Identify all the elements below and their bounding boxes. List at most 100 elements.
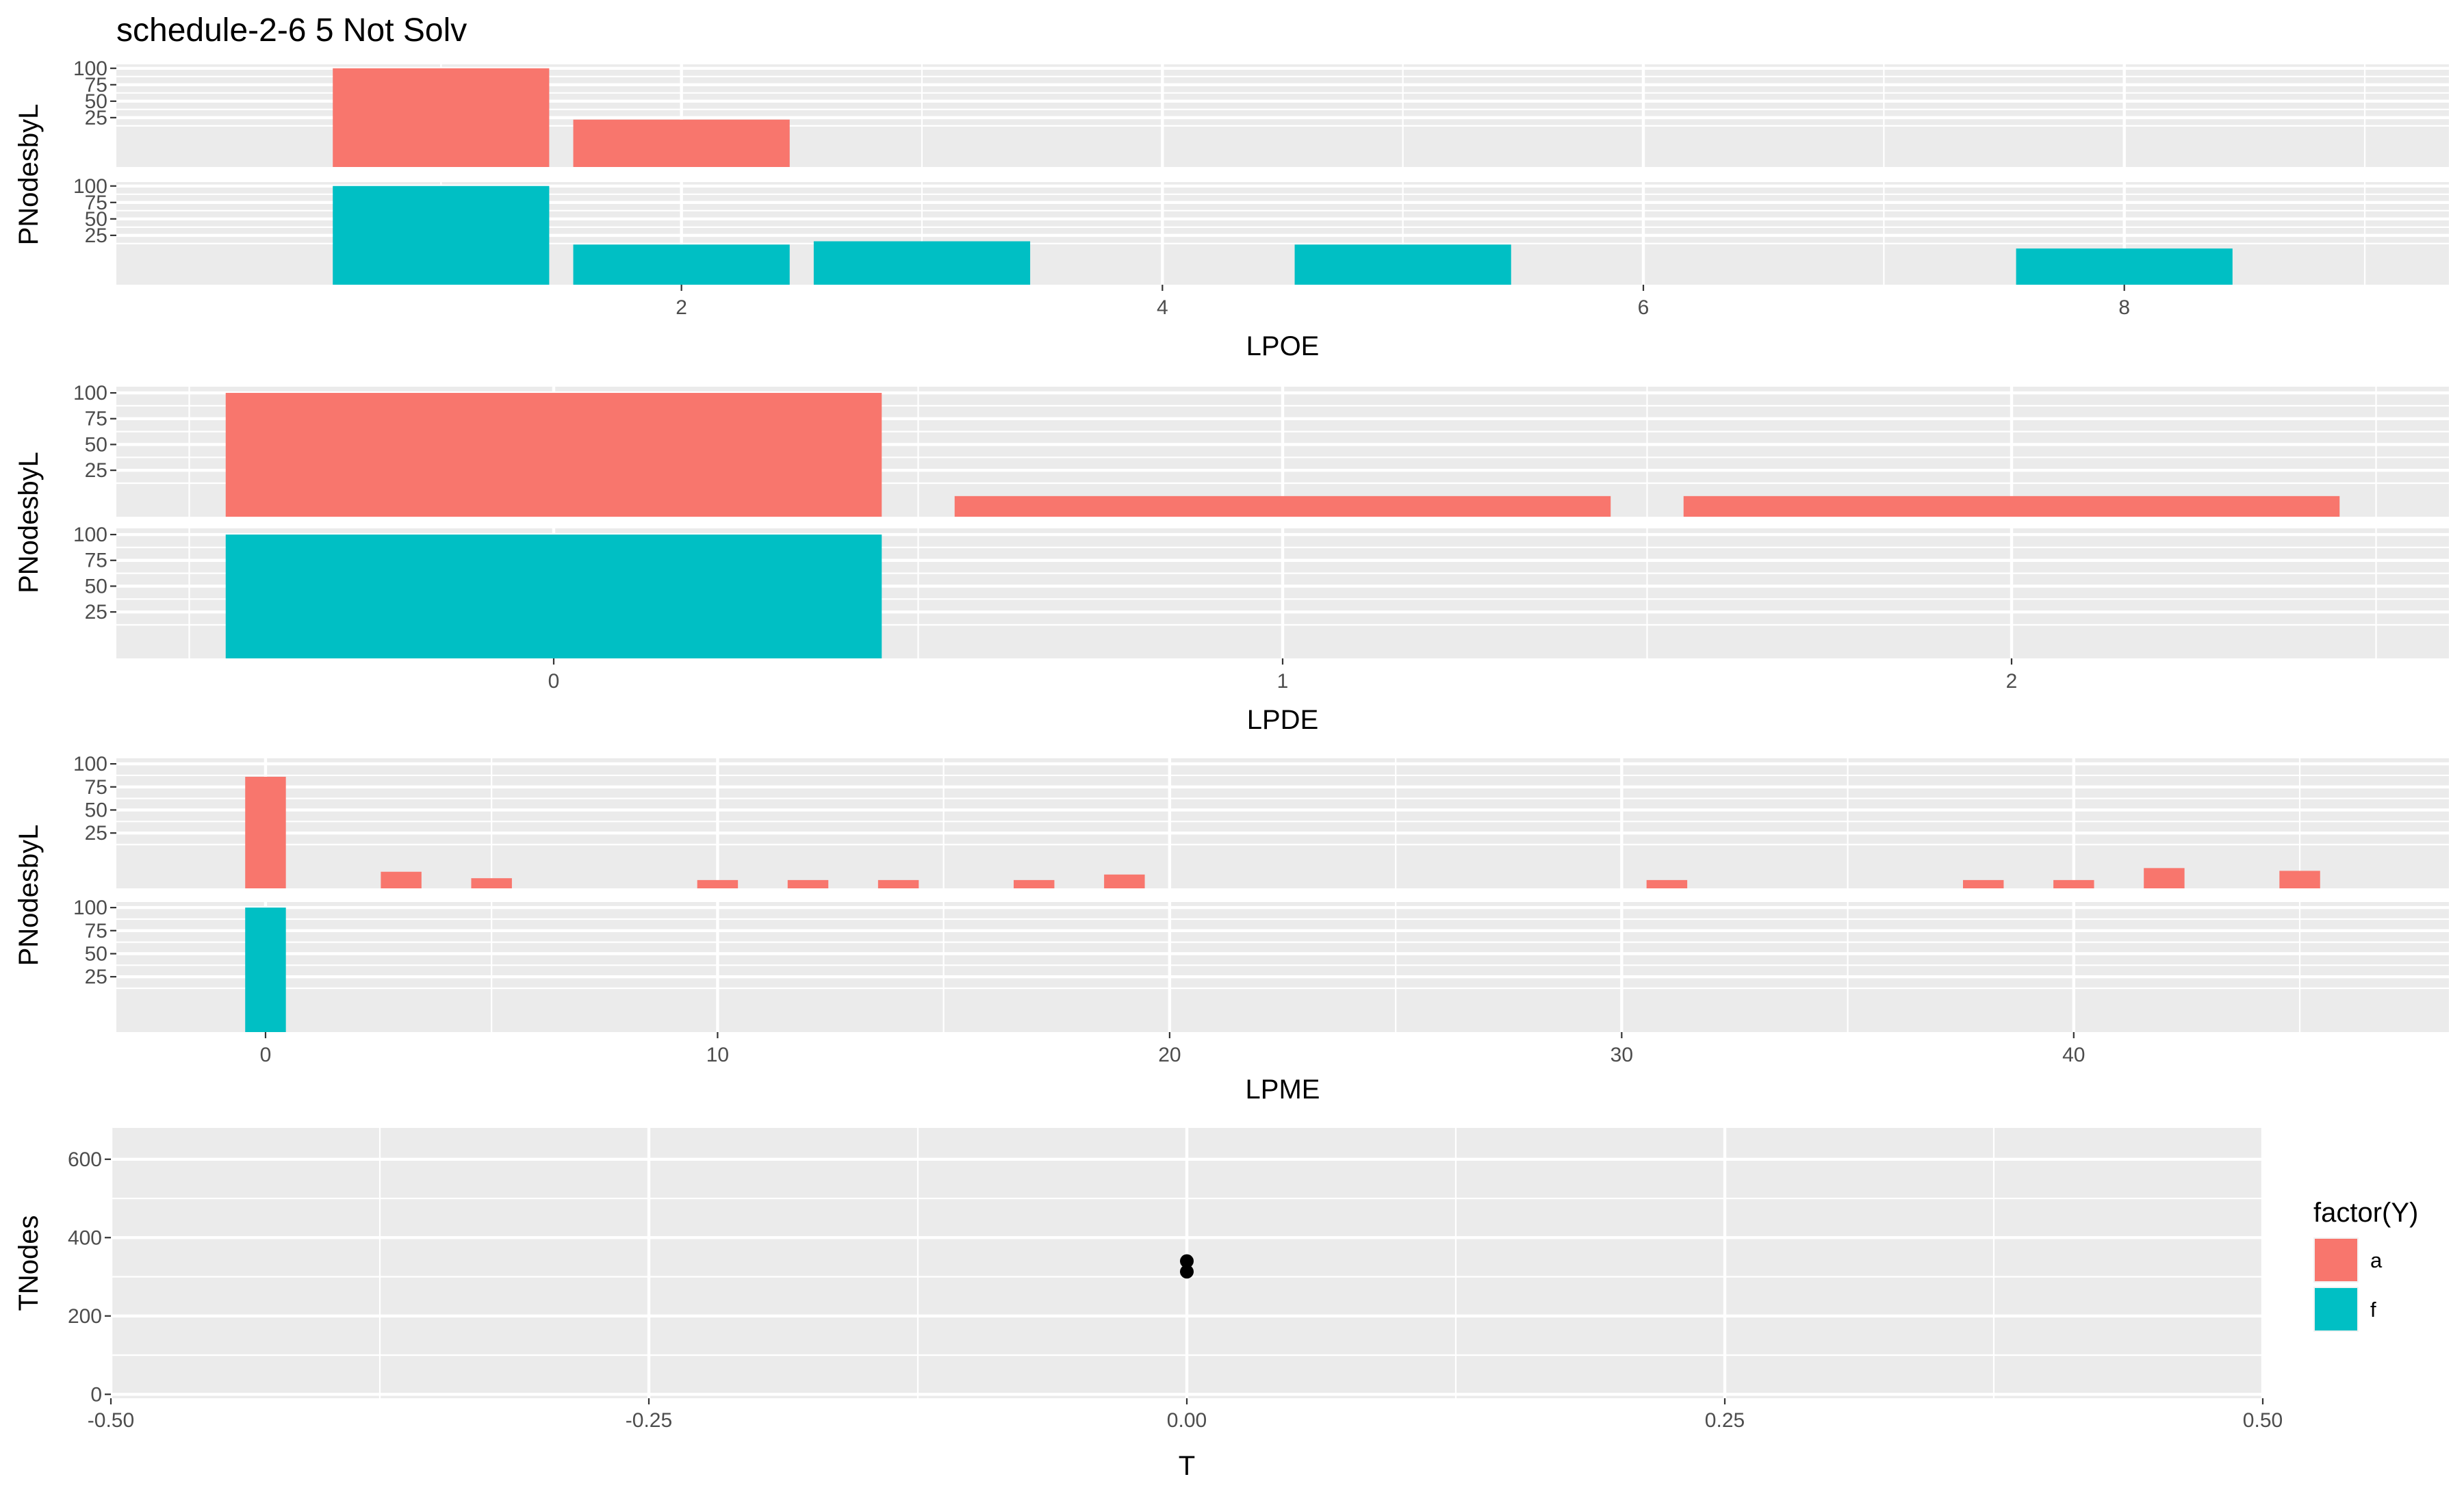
x-tick-label: 30 bbox=[1610, 1044, 1633, 1066]
bar-a bbox=[1104, 874, 1145, 888]
y-tick-label: 75 bbox=[85, 74, 107, 97]
bar-f bbox=[1294, 244, 1511, 285]
x-tick-label: 4 bbox=[1157, 296, 1168, 319]
bar-a bbox=[471, 878, 512, 888]
y-axis-title: TNodes bbox=[14, 1215, 44, 1311]
bar-a bbox=[1014, 879, 1055, 888]
y-tick-label: 100 bbox=[73, 897, 107, 919]
chart-title: schedule-2-6 5 Not Solv bbox=[116, 12, 467, 49]
bar-a bbox=[877, 879, 919, 888]
scatter-point bbox=[1180, 1265, 1194, 1279]
legend-swatch-a bbox=[2315, 1239, 2357, 1281]
legend-label-a: a bbox=[2370, 1248, 2383, 1272]
y-tick-label: 0 bbox=[90, 1383, 102, 1406]
y-tick-label: 50 bbox=[85, 90, 107, 113]
scatter-plot-t: 0 200 400 600 -0.50 -0.25 0.00 0.25 0.50 T TNodes bbox=[14, 1128, 2283, 1481]
x-tick-label: 0.50 bbox=[2243, 1409, 2283, 1432]
y-tick-label: 100 bbox=[73, 382, 107, 404]
x-tick-label: 1 bbox=[1277, 670, 1289, 693]
y-tick-label: 50 bbox=[85, 942, 107, 965]
y-tick-label: 100 bbox=[73, 753, 107, 775]
bar-f bbox=[2016, 248, 2233, 285]
bar-f bbox=[813, 241, 1031, 285]
y-tick-label: 25 bbox=[85, 601, 107, 623]
y-tick-label: 25 bbox=[85, 459, 107, 482]
legend-swatch-f bbox=[2315, 1288, 2357, 1330]
x-axis-title: T bbox=[1179, 1451, 1195, 1481]
y-axis-title: PNodesbyL bbox=[14, 825, 44, 966]
bar-a bbox=[573, 119, 790, 167]
y-tick-label: 100 bbox=[73, 57, 107, 80]
bar-f bbox=[245, 908, 286, 1032]
bar-a bbox=[2144, 868, 2185, 888]
bar-a bbox=[2279, 871, 2320, 888]
y-tick-label: 100 bbox=[73, 175, 107, 198]
bar-a bbox=[245, 776, 286, 888]
x-tick-label: 20 bbox=[1158, 1044, 1181, 1066]
bar-f bbox=[225, 535, 882, 658]
y-tick-label: 50 bbox=[85, 433, 107, 456]
y-tick-label: 75 bbox=[85, 920, 107, 942]
bar-a bbox=[2053, 879, 2094, 888]
panel-background bbox=[116, 758, 2449, 888]
x-tick-label: 0 bbox=[260, 1044, 272, 1066]
x-tick-label: 0 bbox=[548, 670, 560, 693]
x-tick-label: -0.50 bbox=[88, 1409, 134, 1432]
y-tick-label: 25 bbox=[85, 107, 107, 129]
y-tick-label: 75 bbox=[85, 192, 107, 214]
y-tick-label: 25 bbox=[85, 966, 107, 988]
x-axis-title: LPOE bbox=[1246, 331, 1320, 361]
y-axis-title: PNodesbyL bbox=[14, 104, 44, 246]
bar-f bbox=[333, 185, 550, 285]
bar-a bbox=[333, 68, 550, 168]
bar-a bbox=[697, 879, 739, 888]
x-tick-label: 6 bbox=[1638, 296, 1650, 319]
x-tick-label: 0.25 bbox=[1705, 1409, 1745, 1432]
legend: factor(Y) a f bbox=[2313, 1198, 2418, 1332]
y-tick-label: 75 bbox=[85, 550, 107, 572]
bar-plot-lpde: 25 50 75 100 25 50 75 100 0 1 2 LPDE PNodesbyL bbox=[14, 382, 2449, 735]
y-tick-label: 50 bbox=[85, 208, 107, 231]
x-axis-title: LPME bbox=[1246, 1075, 1320, 1105]
y-tick-label: 75 bbox=[85, 776, 107, 799]
bar-f bbox=[573, 244, 790, 285]
bar-a bbox=[1683, 496, 2340, 517]
x-tick-label: 10 bbox=[706, 1044, 729, 1066]
y-tick-label: 400 bbox=[68, 1226, 102, 1249]
y-tick-label: 50 bbox=[85, 799, 107, 821]
bar-a bbox=[225, 393, 882, 517]
y-tick-label: 75 bbox=[85, 408, 107, 430]
legend-label-f: f bbox=[2370, 1298, 2376, 1322]
y-tick-label: 25 bbox=[85, 822, 107, 845]
x-tick-label: 2 bbox=[2006, 670, 2018, 693]
bar-a bbox=[954, 496, 1611, 517]
x-axis-title: LPDE bbox=[1247, 705, 1319, 735]
y-tick-label: 50 bbox=[85, 575, 107, 597]
y-tick-label: 25 bbox=[85, 224, 107, 247]
x-tick-label: 8 bbox=[2118, 296, 2130, 319]
facet-panel-a: 25 50 75 100 bbox=[73, 382, 2449, 517]
legend-title: factor(Y) bbox=[2313, 1198, 2418, 1228]
bar-a bbox=[381, 871, 422, 888]
bar-a bbox=[1646, 879, 1688, 888]
x-tick-label: 0.00 bbox=[1167, 1409, 1207, 1432]
facet-panel-f: 25 50 75 100 bbox=[73, 524, 2449, 658]
y-tick-label: 100 bbox=[73, 524, 107, 546]
bar-a bbox=[787, 879, 829, 888]
bar-a bbox=[1963, 879, 2004, 888]
scatter-point bbox=[1180, 1254, 1194, 1268]
y-tick-label: 600 bbox=[68, 1148, 102, 1171]
x-tick-label: 40 bbox=[2062, 1044, 2085, 1066]
x-tick-label: 2 bbox=[676, 296, 687, 319]
y-tick-label: 200 bbox=[68, 1305, 102, 1328]
panel-background bbox=[116, 902, 2449, 1032]
x-tick-label: -0.25 bbox=[626, 1409, 672, 1432]
